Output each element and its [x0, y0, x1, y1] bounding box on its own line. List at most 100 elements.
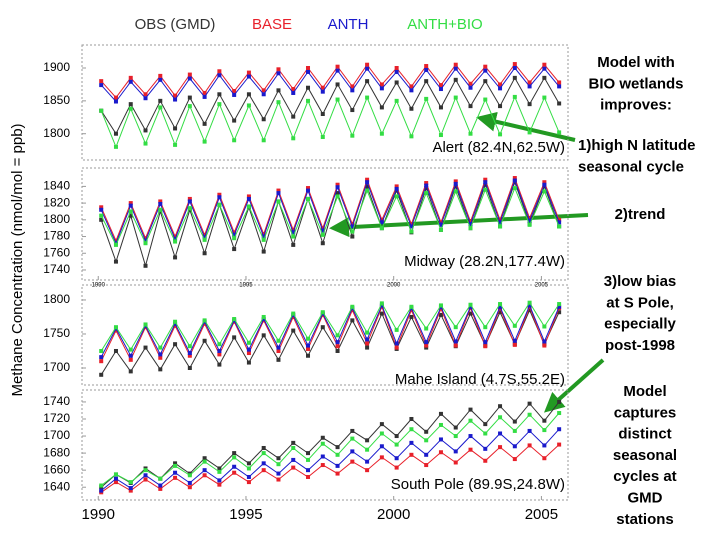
data-point [276, 477, 281, 482]
data-point [291, 242, 296, 247]
data-point [394, 465, 399, 470]
data-point [173, 461, 178, 466]
data-point [276, 67, 281, 72]
data-point [158, 483, 163, 488]
data-point [542, 180, 547, 185]
data-point [320, 435, 325, 440]
y-tick-label: 1700 [43, 360, 70, 374]
data-point [173, 323, 178, 328]
annotation: 2)trend [615, 206, 666, 223]
data-point [438, 450, 443, 455]
data-point [483, 431, 488, 436]
data-point [483, 446, 488, 451]
data-point [350, 459, 355, 464]
annotation: distinct [618, 426, 671, 443]
data-point [453, 425, 458, 430]
series-line [100, 444, 560, 493]
data-point [173, 93, 178, 98]
data-point [158, 105, 163, 110]
data-point [483, 182, 488, 187]
data-point [468, 407, 473, 412]
data-point [394, 184, 399, 189]
data-point [143, 236, 148, 241]
data-point [261, 317, 266, 322]
data-point [187, 353, 192, 358]
x-tick-label: 2005 [535, 283, 549, 289]
data-point [99, 372, 104, 377]
series-line [100, 304, 560, 358]
data-point [246, 70, 251, 75]
data-point [113, 95, 118, 100]
data-point [527, 303, 532, 308]
data-point [99, 348, 104, 353]
data-point [512, 62, 517, 67]
data-point [217, 69, 222, 74]
data-point [394, 69, 399, 74]
data-point [350, 108, 355, 113]
data-point [365, 459, 370, 464]
data-point [320, 85, 325, 90]
data-point [527, 218, 532, 223]
data-point [409, 224, 414, 229]
data-point [557, 310, 562, 315]
data-point [306, 336, 311, 341]
data-point [202, 90, 207, 95]
data-point [202, 139, 207, 144]
annotation: BIO wetlands [588, 75, 683, 92]
data-point [158, 355, 163, 360]
data-point [542, 62, 547, 67]
data-point [542, 75, 547, 80]
data-point [128, 75, 133, 80]
data-point [512, 66, 517, 70]
data-point [113, 242, 118, 247]
data-point [143, 96, 148, 101]
data-point [128, 369, 133, 374]
data-point [187, 473, 192, 478]
data-point [498, 302, 503, 307]
data-point [261, 92, 266, 97]
data-point [350, 304, 355, 309]
data-point [527, 130, 532, 135]
data-point [394, 186, 399, 191]
data-point [453, 77, 458, 82]
data-point [173, 342, 178, 347]
data-point [173, 126, 178, 131]
data-point [320, 89, 325, 94]
data-point [143, 141, 148, 146]
data-point [483, 177, 488, 182]
data-point [261, 117, 266, 122]
legend-label: BASE [252, 16, 292, 33]
data-point [379, 431, 384, 436]
data-point [113, 476, 118, 481]
data-point [498, 217, 503, 222]
data-point [261, 314, 266, 319]
data-point [232, 335, 237, 340]
data-point [483, 422, 488, 427]
data-point [306, 69, 311, 74]
data-point [320, 135, 325, 139]
data-point [217, 478, 222, 483]
data-point [409, 106, 414, 111]
data-point [217, 482, 222, 487]
data-point [557, 80, 562, 85]
data-point [424, 452, 429, 457]
data-point [512, 323, 517, 328]
data-point [453, 179, 458, 184]
data-point [335, 191, 340, 196]
annotation: especially [604, 316, 676, 333]
data-point [379, 86, 384, 91]
data-point [158, 476, 163, 481]
data-point [158, 73, 163, 78]
data-point [438, 312, 443, 317]
data-point [232, 232, 237, 237]
data-point [261, 461, 266, 466]
data-point [128, 79, 133, 84]
data-point [232, 464, 237, 469]
annotation: captures [614, 404, 677, 421]
data-point [128, 480, 133, 485]
data-point [483, 340, 488, 345]
series-line [100, 186, 560, 247]
annotation: Model with [597, 54, 675, 71]
data-point [173, 142, 178, 147]
data-point [217, 92, 222, 97]
